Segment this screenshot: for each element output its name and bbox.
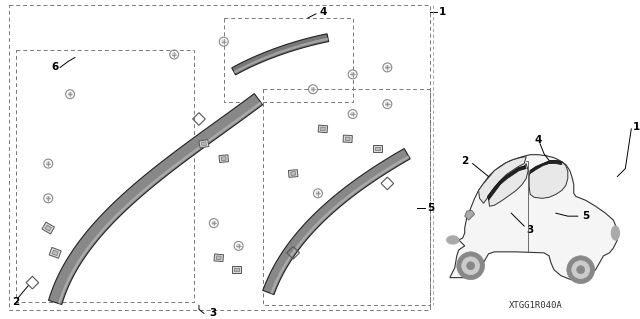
Bar: [219, 155, 228, 162]
Text: 1: 1: [439, 7, 446, 17]
Polygon shape: [529, 161, 568, 198]
Bar: [291, 172, 296, 175]
Polygon shape: [49, 93, 262, 304]
Circle shape: [572, 261, 589, 278]
Bar: [202, 142, 207, 146]
Bar: [289, 170, 298, 177]
Text: 3: 3: [526, 225, 533, 235]
Bar: [199, 140, 209, 148]
Circle shape: [577, 266, 585, 274]
Text: 1: 1: [633, 122, 640, 132]
Bar: [49, 248, 61, 258]
Polygon shape: [58, 101, 262, 304]
Circle shape: [351, 72, 355, 76]
Bar: [318, 125, 328, 133]
Bar: [216, 256, 221, 260]
Polygon shape: [270, 155, 410, 294]
Circle shape: [316, 191, 320, 195]
Bar: [26, 276, 38, 289]
Text: 6: 6: [51, 63, 58, 72]
Bar: [42, 222, 54, 234]
Bar: [193, 113, 205, 125]
Circle shape: [68, 92, 72, 96]
Bar: [346, 137, 350, 141]
Polygon shape: [450, 155, 618, 280]
Circle shape: [567, 256, 595, 284]
Circle shape: [461, 257, 479, 275]
Ellipse shape: [447, 236, 459, 244]
Circle shape: [351, 112, 355, 116]
Text: 2: 2: [12, 297, 19, 308]
Circle shape: [457, 252, 484, 280]
Bar: [264, 89, 430, 305]
Polygon shape: [465, 210, 475, 220]
Circle shape: [237, 244, 241, 248]
Bar: [321, 127, 325, 131]
Bar: [373, 145, 382, 152]
Polygon shape: [263, 149, 410, 294]
Circle shape: [385, 65, 389, 70]
Text: 5: 5: [427, 203, 435, 213]
Circle shape: [467, 262, 475, 270]
Bar: [375, 147, 380, 151]
Circle shape: [212, 221, 216, 225]
Bar: [214, 254, 223, 262]
Bar: [8, 5, 430, 310]
Polygon shape: [232, 34, 329, 75]
Polygon shape: [479, 157, 526, 203]
Text: XTGG1R040A: XTGG1R040A: [509, 301, 563, 310]
Bar: [221, 157, 226, 160]
Text: 2: 2: [461, 156, 468, 166]
Polygon shape: [530, 161, 562, 174]
Ellipse shape: [611, 226, 620, 240]
Polygon shape: [488, 164, 528, 206]
Bar: [232, 266, 241, 273]
Circle shape: [46, 162, 51, 166]
Circle shape: [311, 87, 315, 91]
Bar: [234, 268, 239, 271]
Circle shape: [46, 196, 51, 200]
Text: 4: 4: [534, 135, 542, 145]
Polygon shape: [234, 38, 328, 74]
Text: 3: 3: [209, 308, 216, 318]
Polygon shape: [488, 166, 526, 200]
Bar: [52, 250, 58, 256]
Circle shape: [221, 40, 226, 44]
Bar: [343, 135, 353, 143]
Circle shape: [172, 53, 176, 56]
Bar: [287, 247, 300, 259]
Bar: [224, 18, 353, 102]
Bar: [45, 225, 51, 231]
Bar: [15, 49, 194, 302]
Circle shape: [385, 102, 389, 106]
Bar: [381, 177, 394, 190]
Text: 4: 4: [320, 7, 327, 17]
Text: 5: 5: [582, 211, 589, 221]
